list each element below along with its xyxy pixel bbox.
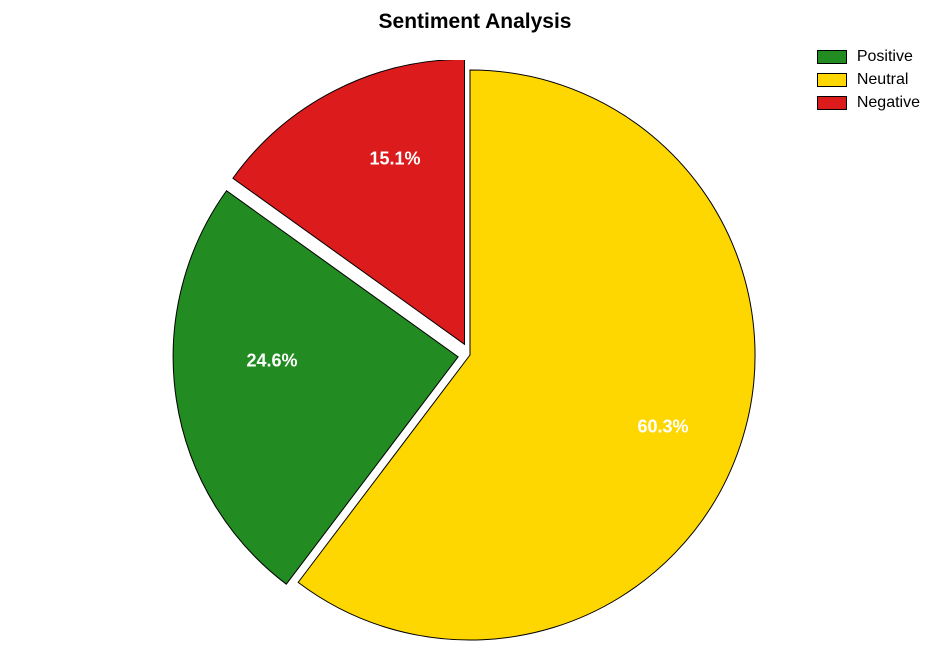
pie-chart: 60.3% 24.6% 15.1% [170, 60, 770, 650]
slice-label-positive: 24.6% [246, 351, 297, 372]
legend-label-neutral: Neutral [857, 71, 909, 89]
chart-title: Sentiment Analysis [0, 10, 950, 34]
legend-swatch-positive [817, 50, 847, 64]
legend: Positive Neutral Negative [817, 48, 920, 117]
legend-label-negative: Negative [857, 94, 920, 112]
legend-item-neutral: Neutral [817, 71, 920, 89]
legend-label-positive: Positive [857, 48, 913, 66]
legend-item-positive: Positive [817, 48, 920, 66]
slice-label-negative: 15.1% [369, 149, 420, 170]
legend-item-negative: Negative [817, 94, 920, 112]
legend-swatch-neutral [817, 73, 847, 87]
legend-swatch-negative [817, 96, 847, 110]
slice-label-neutral: 60.3% [637, 417, 688, 438]
